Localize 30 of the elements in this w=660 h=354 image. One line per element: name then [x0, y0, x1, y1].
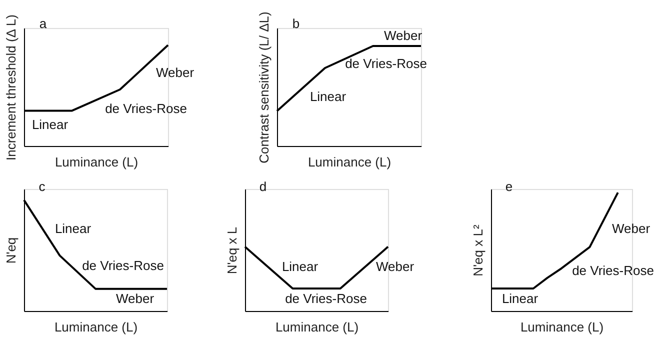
y-axis-title: N'eq x L — [224, 226, 240, 274]
x-axis-title: Luminance (L) — [54, 154, 138, 170]
annotation: Linear — [32, 117, 69, 132]
chart-title: d — [259, 179, 267, 194]
annotation: de Vries-Rose — [572, 263, 654, 278]
annotation: Weber — [156, 65, 195, 80]
chart-title: b — [292, 16, 300, 31]
annotation: Linear — [502, 291, 539, 306]
y-axis-title: N'eq x L² — [470, 224, 486, 276]
x-axis-title: Luminance (L) — [520, 320, 604, 334]
chart-title: c — [38, 179, 46, 194]
chart-title: e — [505, 179, 513, 194]
chart-title: a — [39, 16, 48, 31]
x-axis-title: Luminance (L) — [308, 154, 392, 170]
y-axis-title: Increment threshold (Δ L) — [4, 14, 18, 160]
annotation: Linear — [54, 221, 92, 236]
annotation: de Vries-Rose — [345, 56, 427, 71]
annotation: Linear — [310, 89, 347, 104]
annotation: Weber — [376, 259, 415, 274]
y-axis-title: N'eq — [4, 237, 18, 264]
annotation: de Vries-Rose — [285, 291, 367, 306]
annotation: Weber — [612, 221, 651, 236]
x-axis-title: Luminance (L) — [54, 320, 138, 334]
y-axis-title: Contrast sensitivity (L/ ΔL) — [256, 12, 272, 164]
annotation: de Vries-Rose — [105, 101, 187, 116]
x-axis-title: Luminance (L) — [275, 320, 359, 334]
annotation: de Vries-Rose — [82, 258, 164, 273]
annotation: Weber — [116, 291, 155, 306]
annotation: Linear — [282, 259, 319, 274]
text: Weber — [384, 28, 423, 43]
